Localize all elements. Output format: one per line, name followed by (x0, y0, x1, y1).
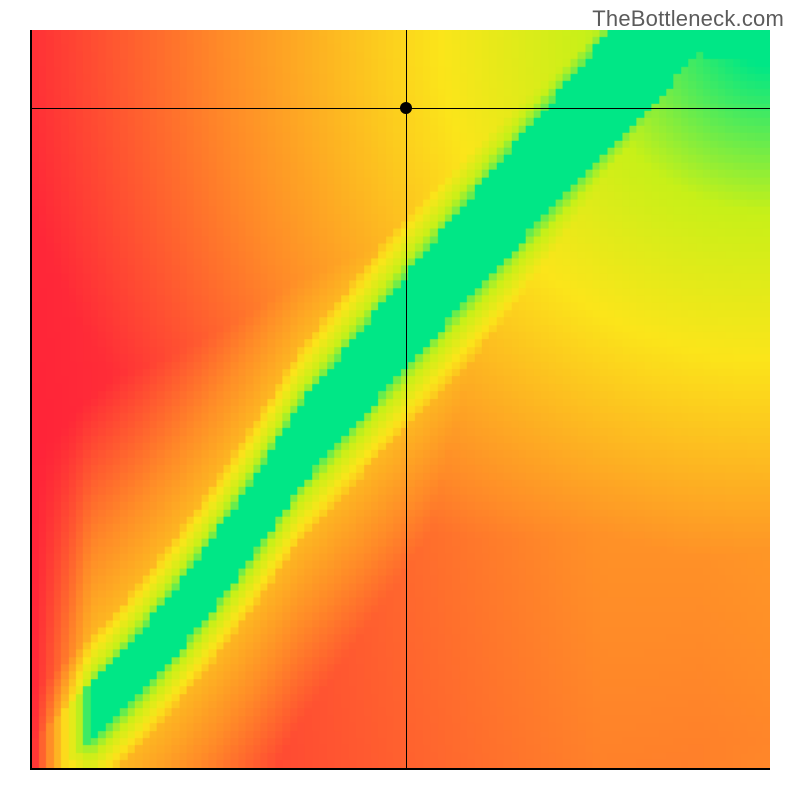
chart-container: TheBottleneck.com (0, 0, 800, 800)
watermark-text: TheBottleneck.com (592, 6, 784, 32)
plot-inner (32, 30, 770, 768)
marker-point (400, 102, 412, 114)
crosshair-vertical (406, 30, 407, 768)
heatmap-canvas (32, 30, 770, 768)
plot-area (30, 30, 770, 770)
